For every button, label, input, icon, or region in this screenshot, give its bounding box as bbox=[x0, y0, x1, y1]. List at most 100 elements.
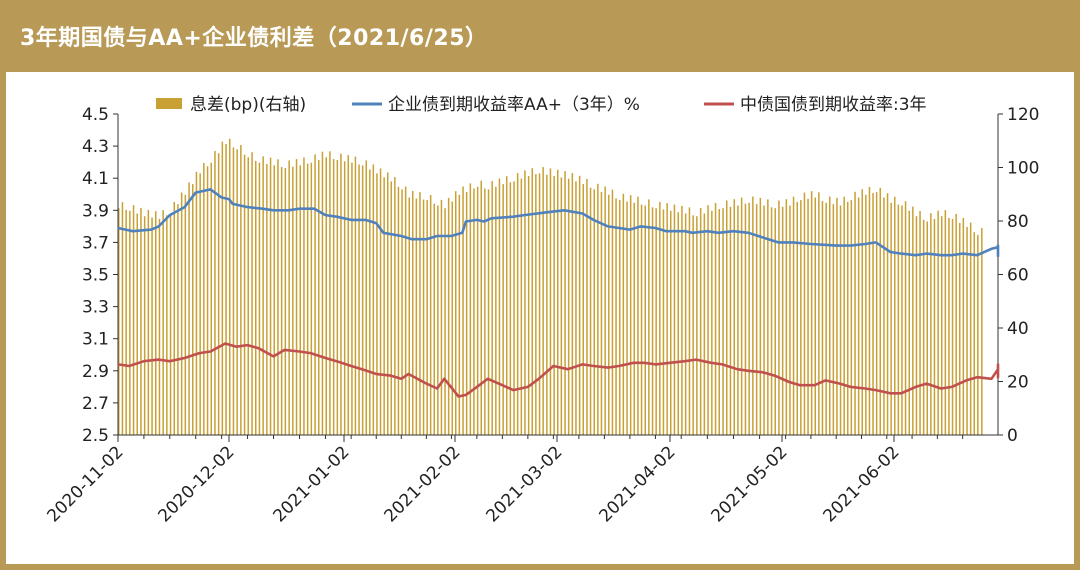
spread-bar bbox=[203, 162, 205, 435]
spread-bar bbox=[933, 218, 936, 435]
spread-bar bbox=[729, 206, 732, 435]
spread-bar bbox=[883, 197, 885, 435]
spread-bar bbox=[329, 151, 331, 436]
spread-bar bbox=[473, 188, 475, 435]
spread-bar bbox=[553, 176, 555, 435]
spread-bar bbox=[890, 202, 892, 435]
left-tick-label: 2.7 bbox=[82, 394, 109, 414]
spread-bar bbox=[930, 213, 932, 435]
x-tick-label: 2021-04-02 bbox=[596, 442, 680, 526]
spread-bar bbox=[748, 202, 750, 435]
spread-bar bbox=[147, 209, 150, 435]
spread-bar bbox=[243, 154, 246, 435]
legend-item-spread: 息差(bp)(右轴) bbox=[156, 95, 306, 115]
spread-bar bbox=[433, 203, 435, 435]
spread-bar bbox=[684, 213, 687, 435]
spread-bar bbox=[361, 165, 364, 435]
spread-bar bbox=[789, 205, 791, 435]
spread-bar bbox=[969, 222, 972, 435]
spread-bar bbox=[670, 210, 672, 435]
spread-bar bbox=[538, 173, 541, 435]
spread-bar bbox=[520, 178, 523, 435]
spread-bar bbox=[836, 197, 838, 435]
spread-bar bbox=[437, 205, 439, 435]
spread-bar bbox=[586, 178, 588, 435]
spread-bar bbox=[597, 183, 599, 435]
spread-bar bbox=[807, 198, 809, 435]
spread-bar bbox=[199, 173, 201, 435]
spread-bar bbox=[129, 210, 131, 435]
spread-bar bbox=[886, 193, 889, 435]
spread-bar bbox=[655, 208, 657, 435]
spread-bar bbox=[303, 157, 305, 435]
left-tick-label: 3.7 bbox=[82, 233, 109, 253]
right-tick-label: 40 bbox=[1007, 319, 1029, 339]
spread-bar bbox=[140, 207, 142, 435]
x-tick-label: 2021-01-02 bbox=[270, 442, 354, 526]
spread-bar bbox=[955, 213, 957, 435]
spread-bar bbox=[184, 194, 187, 435]
spread-bar bbox=[973, 232, 975, 435]
spread-bar bbox=[429, 195, 432, 435]
spread-bar bbox=[343, 161, 346, 436]
spread-bar bbox=[677, 212, 679, 435]
spread-bar bbox=[582, 184, 584, 435]
spread-bar bbox=[821, 201, 824, 435]
spread-bar bbox=[412, 191, 414, 435]
spread-bar bbox=[340, 153, 342, 435]
spread-bar bbox=[567, 178, 570, 435]
spread-bar bbox=[651, 207, 654, 435]
spread-bar bbox=[564, 171, 566, 435]
spread-bar bbox=[288, 160, 290, 435]
spread-bar bbox=[959, 222, 961, 435]
left-tick-label: 4.1 bbox=[82, 169, 109, 189]
yield-lines bbox=[117, 188, 1000, 398]
spread-bar bbox=[774, 208, 776, 435]
spread-bar bbox=[825, 202, 827, 435]
spread-bar bbox=[755, 204, 758, 435]
spread-bar bbox=[781, 206, 784, 435]
right-tick-label: 80 bbox=[1007, 212, 1029, 232]
spread-bar bbox=[262, 156, 264, 435]
spread-bar bbox=[915, 216, 918, 435]
spread-bar bbox=[469, 183, 472, 435]
spread-bar bbox=[155, 211, 157, 435]
spread-bar bbox=[549, 168, 552, 435]
spread-bar bbox=[516, 173, 519, 435]
spread-bar bbox=[169, 213, 172, 435]
spread-bar bbox=[390, 181, 392, 435]
spread-bar bbox=[229, 138, 231, 436]
spread-bar bbox=[688, 207, 691, 435]
spread-bar bbox=[796, 201, 798, 435]
spread-bar bbox=[232, 147, 235, 435]
spread-bar bbox=[767, 199, 769, 435]
spread-bar bbox=[619, 200, 621, 435]
spread-bar bbox=[383, 177, 385, 435]
spread-bar bbox=[419, 192, 421, 435]
spread-bar bbox=[151, 217, 153, 435]
spread-bar bbox=[981, 228, 983, 435]
x-tick-label: 2021-02-02 bbox=[381, 442, 465, 526]
spread-bar bbox=[850, 200, 853, 435]
chart-title: 3年期国债与AA+企业债利差（2021/6/25） bbox=[6, 6, 1074, 72]
spread-bar bbox=[376, 173, 378, 435]
spread-bar bbox=[604, 186, 606, 435]
spread-bar bbox=[180, 192, 183, 435]
legend-label: 中债国债到期收益率:3年 bbox=[740, 95, 927, 115]
spread-bar bbox=[476, 186, 479, 435]
right-tick-label: 100 bbox=[1007, 159, 1039, 179]
spread-bar bbox=[347, 155, 349, 435]
spread-bar bbox=[118, 208, 120, 435]
right-tick-label: 60 bbox=[1007, 266, 1029, 286]
spread-bar bbox=[351, 162, 353, 435]
spread-bar bbox=[560, 177, 563, 435]
spread-bar bbox=[818, 192, 820, 435]
spread-bar bbox=[251, 152, 253, 435]
legend: 息差(bp)(右轴) 企业债到期收益率AA+（3年）% 中债国债到期收益率:3年 bbox=[156, 95, 927, 115]
spread-bar bbox=[666, 203, 668, 435]
x-tick-label: 2021-03-02 bbox=[483, 442, 567, 526]
spread-bar bbox=[401, 189, 403, 435]
spread-bar bbox=[458, 194, 461, 435]
spread-bar bbox=[865, 194, 867, 435]
spread-bar bbox=[258, 162, 261, 435]
